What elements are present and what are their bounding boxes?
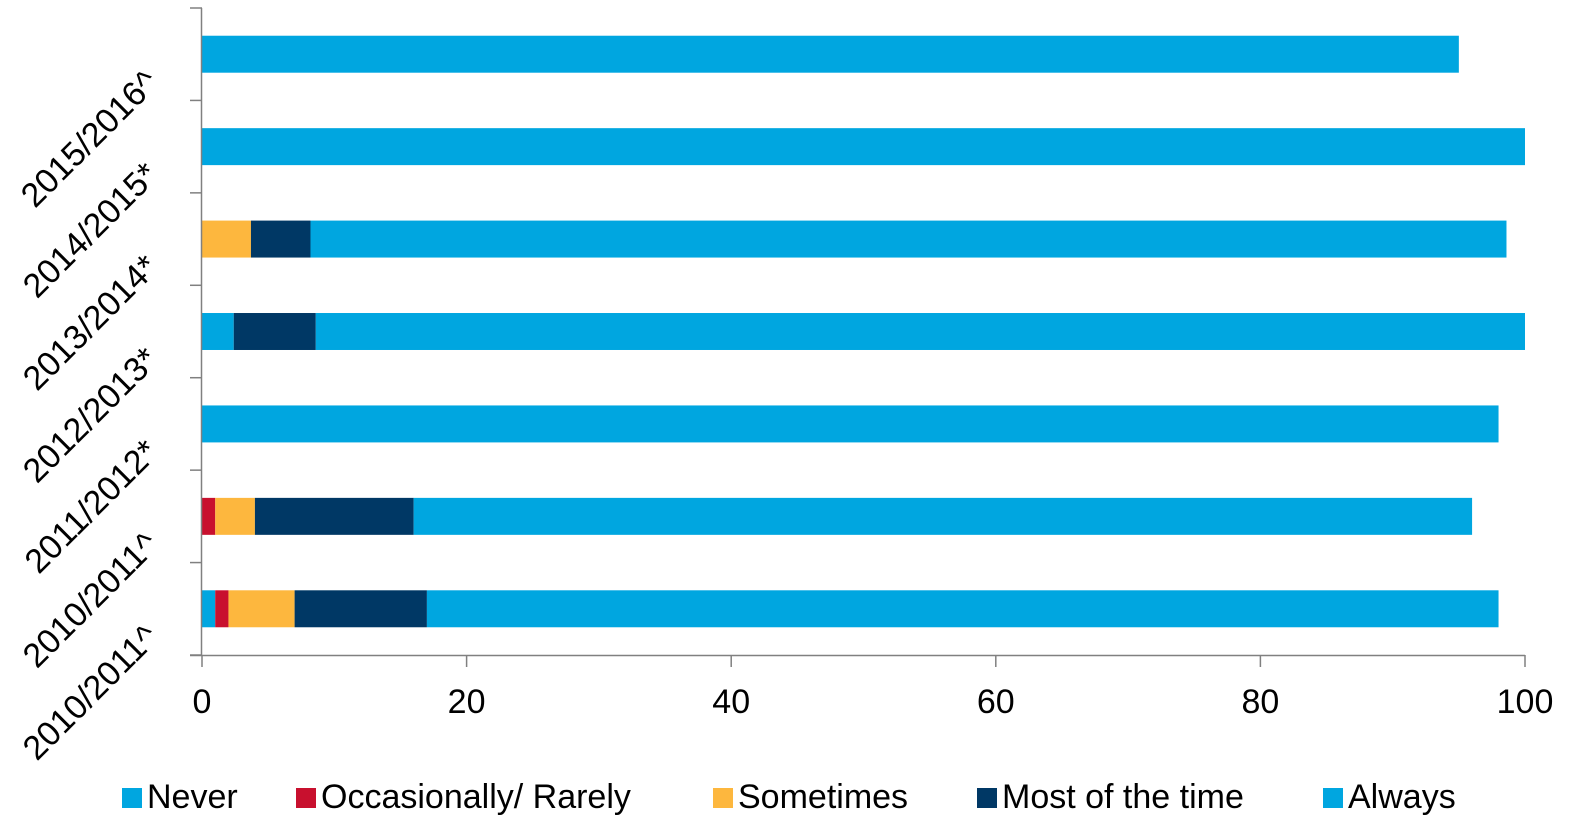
bar-segment-5-4 <box>202 128 1525 166</box>
legend-swatch <box>122 788 142 808</box>
legend-swatch <box>296 788 316 808</box>
bar-segment-1-1 <box>202 497 216 535</box>
legend-label: Never <box>147 778 238 816</box>
bar-segment-3-0 <box>202 313 234 350</box>
bar-segment-1-2 <box>215 497 255 535</box>
legend-label: Occasionally/ Rarely <box>321 778 631 816</box>
axes-layer: 0 20 40 60 80 1002010/2011^2010/2011^2011/201… <box>14 7 1554 768</box>
legend: Never Occasionally/ Rarely Sometimes Most o… <box>122 778 1456 816</box>
bar-segment-3-4 <box>315 313 1525 350</box>
bar-segment-3-3 <box>233 313 316 350</box>
x-tick-label: 40 <box>712 683 750 721</box>
legend-swatch <box>977 788 997 808</box>
bar-segment-0-3 <box>294 590 427 628</box>
bar-segment-0-0 <box>202 590 216 628</box>
legend-label: Always <box>1348 778 1456 816</box>
bar-segment-2-4 <box>202 405 1499 443</box>
bar-segment-4-3 <box>250 220 311 258</box>
bar-segment-6-4 <box>202 35 1459 73</box>
bar-segment-4-2 <box>202 220 251 258</box>
legend-label: Sometimes <box>738 778 908 816</box>
x-tick-label: 100 <box>1497 683 1554 721</box>
x-tick-label: 20 <box>448 683 486 721</box>
bar-segment-0-1 <box>215 590 229 628</box>
x-tick-label: 0 <box>193 683 212 721</box>
legend-label: Most of the time <box>1002 778 1244 816</box>
bar-segment-1-4 <box>413 497 1473 535</box>
bar-segment-0-4 <box>426 590 1499 628</box>
x-tick-label: 60 <box>977 683 1015 721</box>
bar-segment-0-2 <box>228 590 295 628</box>
bars-layer <box>202 35 1525 628</box>
bar-segment-1-3 <box>254 497 414 535</box>
bar-segment-4-4 <box>310 220 1507 258</box>
legend-swatch <box>1323 788 1343 808</box>
x-tick-label: 80 <box>1241 683 1279 721</box>
legend-swatch <box>713 788 733 808</box>
